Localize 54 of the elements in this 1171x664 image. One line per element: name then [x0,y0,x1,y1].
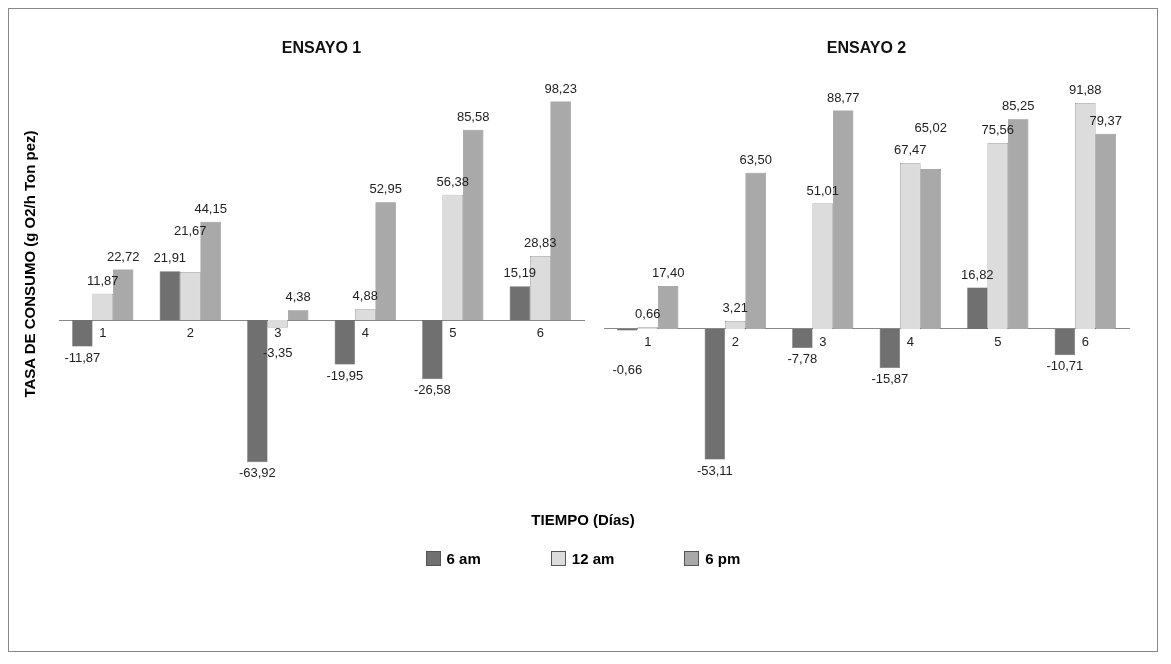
legend-label: 6 pm [705,550,741,567]
data-label: 56,38 [436,173,470,189]
data-label: 91,88 [1068,82,1102,98]
data-label: 63,50 [739,151,772,167]
x-tick-label: 1 [644,334,652,350]
data-label: 85,25 [1001,98,1035,114]
data-label: 51,01 [806,182,840,198]
x-tick-label: 1 [99,325,107,341]
legend-label: 12 am [571,550,615,567]
data-label: 3,21 [722,300,748,316]
x-tick-label: 4 [361,325,369,341]
data-label: -7,78 [787,351,818,367]
data-label: 85,58 [456,108,490,124]
data-label: 79,37 [1089,112,1122,128]
x-tick-label: 3 [274,325,282,341]
data-label: 22,72 [106,248,140,264]
data-label: 0,66 [635,306,661,322]
data-label: -11,87 [64,349,101,365]
data-label: -63,92 [238,465,276,481]
data-label: -15,87 [871,370,909,386]
data-label: -19,95 [326,367,364,383]
data-label: 11,87 [86,272,119,288]
data-label: 98,23 [544,80,577,96]
x-tick-label: 6 [536,325,544,341]
y-axis-title: TASA DE CONSUMO (g O2/h Ton pez) [20,130,38,398]
x-tick-label: 4 [906,334,914,350]
data-label: 88,77 [826,89,860,105]
x-tick-label: 5 [994,334,1002,350]
data-label: -53,11 [696,462,733,478]
x-tick-label: 5 [449,325,457,341]
x-tick-label: 2 [731,334,739,350]
chart-title: ENSAYO 1 [281,39,362,57]
data-label: 28,83 [523,235,557,251]
data-label: 4,38 [285,289,311,305]
data-label: 4,88 [352,288,378,304]
x-axis-title: TIEMPO (Días) [530,511,636,528]
data-label: -0,66 [612,361,643,377]
x-tick-label: 2 [186,325,194,341]
x-tick-label: 3 [819,334,827,350]
data-label: 52,95 [369,181,402,197]
data-label: 67,47 [893,142,927,158]
data-label: -26,58 [413,382,451,398]
chart-title: ENSAYO 2 [826,39,907,57]
data-label: 21,91 [153,250,187,266]
data-label: 65,02 [914,120,947,136]
data-label: 44,15 [194,200,227,216]
legend-label: 6 am [446,550,481,567]
data-label: 17,40 [651,265,685,281]
data-label: 16,82 [961,266,994,282]
data-label: 75,56 [981,122,1015,138]
data-label: -10,71 [1046,358,1084,374]
x-tick-label: 6 [1081,334,1089,350]
data-label: 21,67 [173,222,207,238]
data-label: 15,19 [503,265,537,281]
